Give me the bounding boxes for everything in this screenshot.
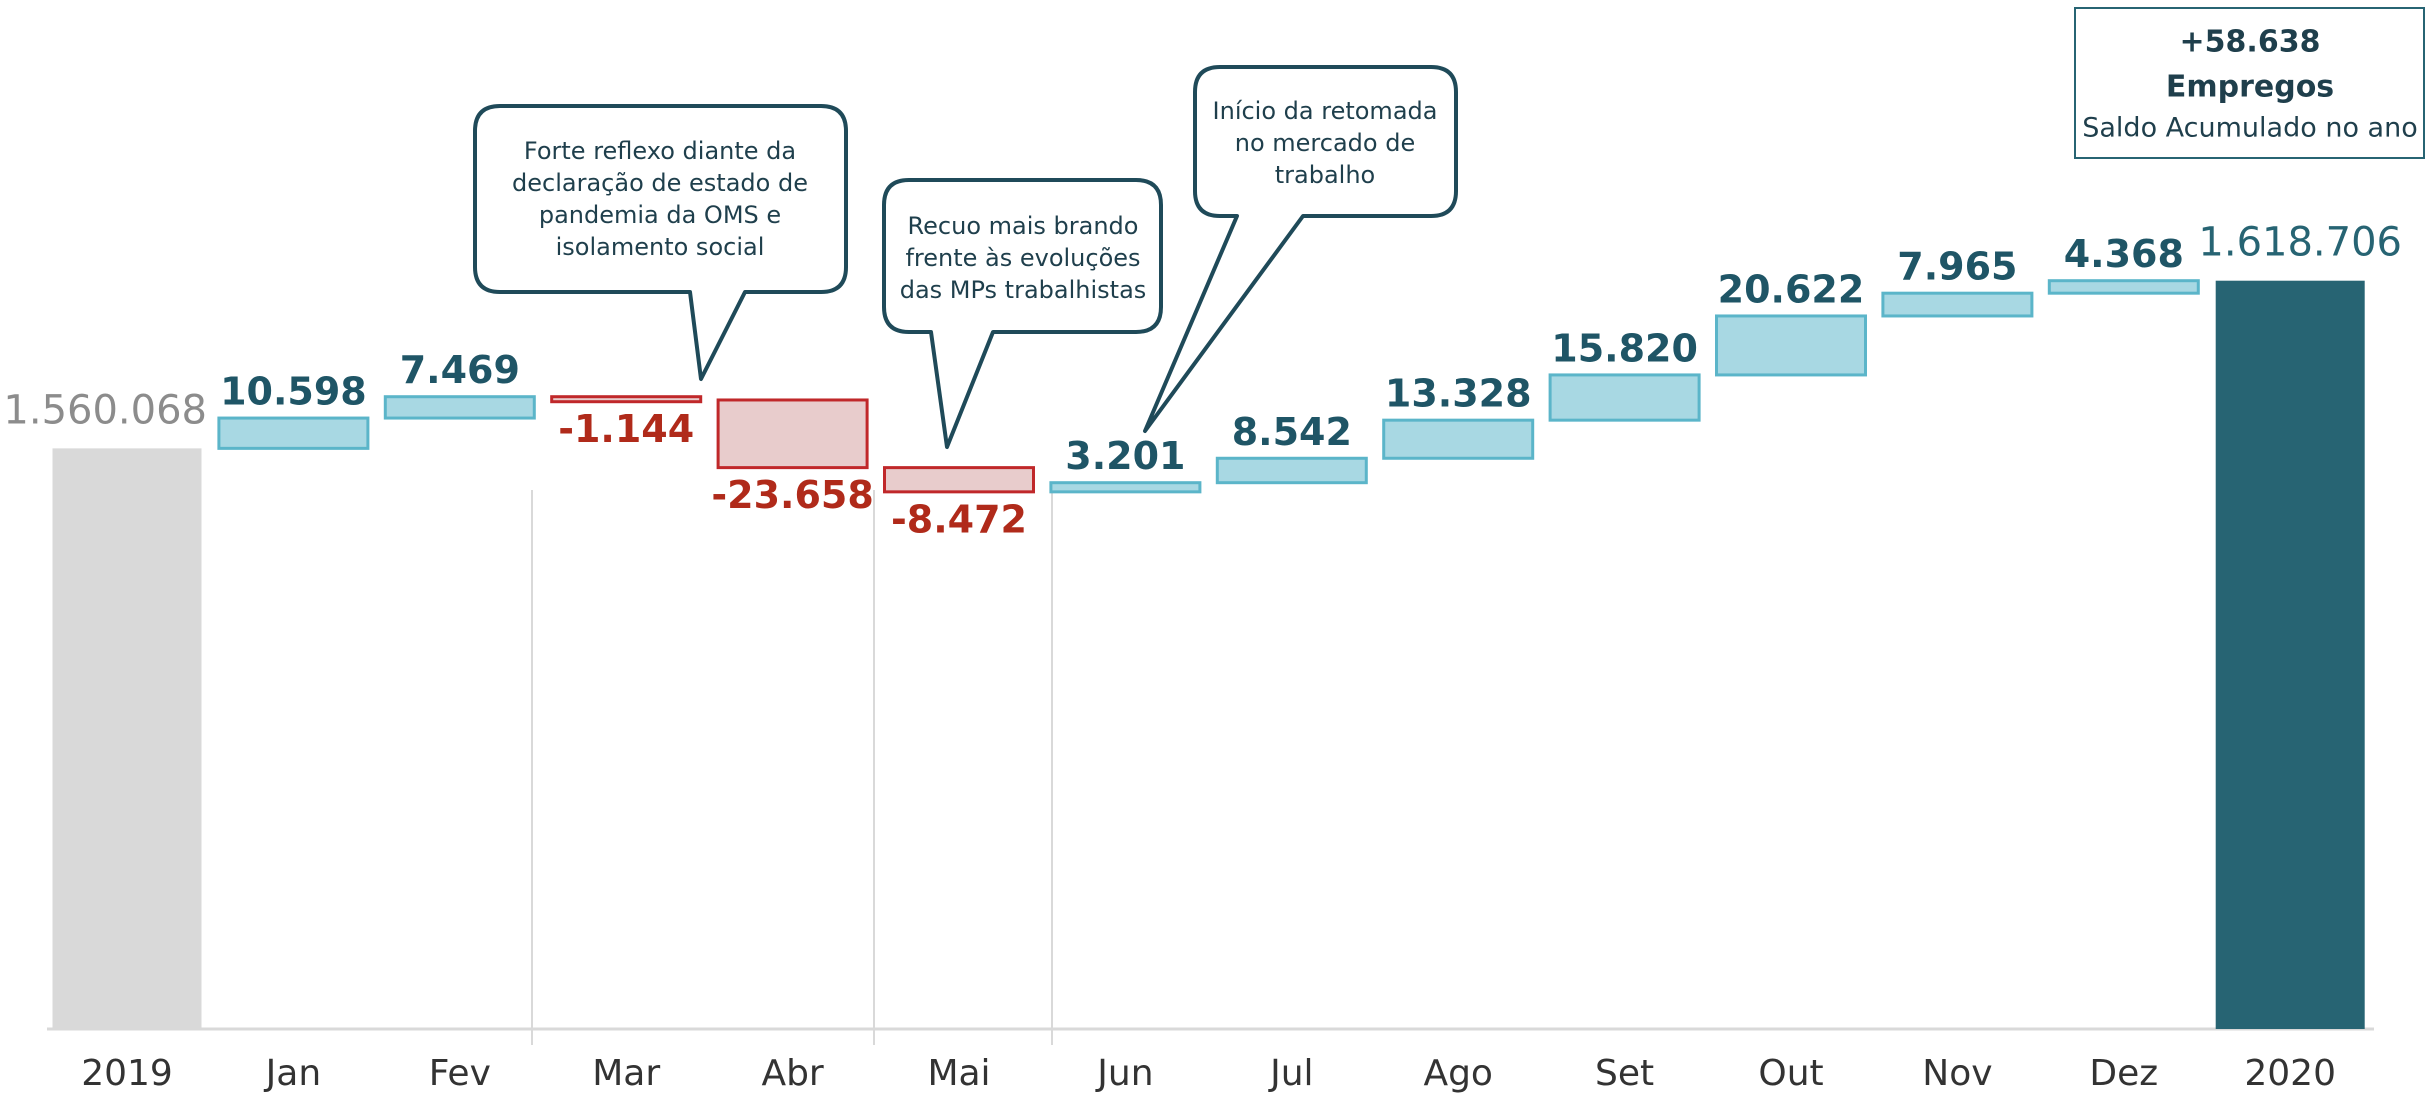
bar [1382,418,1535,460]
summary-value: +58.638 [2180,25,2321,60]
bar [1881,291,2034,318]
annotation-line: frente às evoluções [905,244,1140,272]
bar [883,466,1035,494]
x-tick-label: 2019 [81,1053,173,1094]
bar [2215,280,2365,1029]
bar [2047,279,2200,295]
value-label: 7.469 [400,348,520,392]
annotation-line: no mercado de [1235,129,1415,157]
x-tick-label: Jun [1095,1053,1153,1094]
value-label: -23.658 [711,473,873,517]
x-tick-label: Fev [429,1053,491,1094]
callout [473,104,848,381]
bar [1548,373,1701,422]
x-tick-label: Mai [927,1053,990,1094]
bar [383,395,536,420]
x-tick-label: Ago [1423,1053,1493,1094]
summary-unit: Empregos [2166,70,2334,105]
annotation-line: isolamento social [556,233,765,261]
annotation-line: das MPs trabalhistas [900,276,1147,304]
x-tick-label: Nov [1922,1053,1992,1094]
value-label: 8.542 [1232,410,1352,454]
bar [550,395,703,404]
annotation-line: Início da retomada [1213,97,1438,125]
value-label: 3.201 [1065,434,1185,478]
bar [52,448,202,1029]
x-tick-label: 2020 [2244,1053,2336,1094]
value-label: 4.368 [2064,232,2184,276]
value-label: -8.472 [891,497,1027,541]
value-label: 20.622 [1718,267,1865,311]
annotation-line: Forte reflexo diante da [524,137,796,165]
summary-box [2074,7,2425,159]
bar [217,416,370,450]
x-tick-label: Dez [2089,1053,2158,1094]
callout [882,178,1163,449]
x-tick-label: Mar [592,1053,660,1094]
value-label: 15.820 [1551,326,1698,370]
bar [1715,314,1867,377]
bar [1049,481,1202,494]
x-tick-label: Out [1758,1053,1823,1094]
annotation-line: trabalho [1275,161,1376,189]
bar [1215,456,1368,485]
bar [716,398,869,470]
annotation-line: Recuo mais brando [908,212,1139,240]
value-label: 10.598 [220,370,367,414]
value-label: 13.328 [1385,372,1532,416]
value-label: 1.618.706 [2198,220,2402,266]
value-label: 1.560.068 [3,387,207,433]
x-tick-label: Set [1595,1053,1654,1094]
x-tick-label: Jan [264,1053,322,1094]
annotation-line: declaração de estado de [512,169,808,197]
summary-caption: Saldo Acumulado no ano [2082,113,2417,144]
x-tick-label: Jul [1268,1053,1313,1094]
value-label: -1.144 [558,407,694,451]
x-tick-label: Abr [761,1053,823,1094]
annotation-line: pandemia da OMS e [539,201,781,229]
callout [1143,65,1458,433]
value-label: 7.965 [1897,245,2017,289]
